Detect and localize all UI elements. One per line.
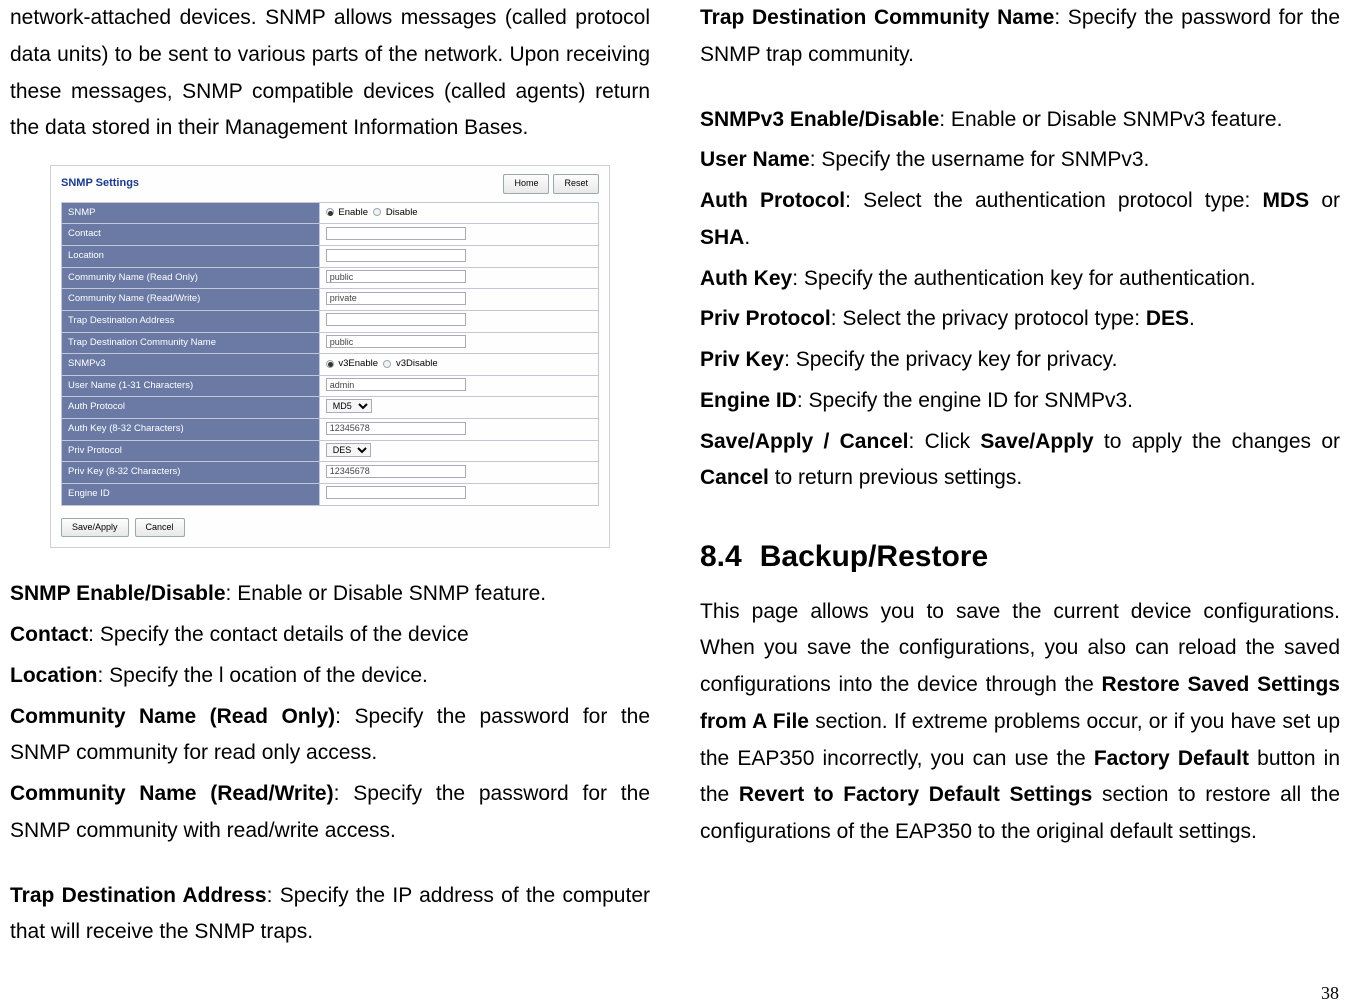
def-cn-rw: Community Name (Read/Write): Specify the…	[10, 776, 650, 850]
row-engine: Engine ID	[62, 483, 320, 505]
row-priv-proto: Priv Protocol	[62, 440, 320, 462]
save-apply-button[interactable]: Save/Apply	[61, 518, 129, 538]
trap-cn-input[interactable]	[326, 335, 466, 348]
row-cn-rw: Community Name (Read/Write)	[62, 289, 320, 311]
def-snmpv3-ed: SNMPv3 Enable/Disable: Enable or Disable…	[700, 102, 1340, 139]
def-auth-proto: Auth Protocol: Select the authentication…	[700, 183, 1340, 257]
row-trap-cn: Trap Destination Community Name	[62, 332, 320, 354]
snmp-table: SNMP Enable Disable Contact Location Com…	[61, 202, 599, 506]
priv-key-input[interactable]	[326, 465, 466, 478]
username-input[interactable]	[326, 378, 466, 391]
cn-ro-input[interactable]	[326, 270, 466, 283]
def-cn-ro: Community Name (Read Only): Specify the …	[10, 699, 650, 773]
right-column: Trap Destination Community Name: Specify…	[700, 0, 1340, 955]
def-engine-id: Engine ID: Specify the engine ID for SNM…	[700, 383, 1340, 420]
snmp-radio-cell[interactable]: Enable Disable	[319, 202, 598, 224]
home-button[interactable]: Home	[503, 174, 549, 194]
def-snmp-ed: SNMP Enable/Disable: Enable or Disable S…	[10, 576, 650, 613]
row-uname: User Name (1-31 Characters)	[62, 375, 320, 397]
row-priv-key: Priv Key (8-32 Characters)	[62, 462, 320, 484]
row-contact: Contact	[62, 224, 320, 246]
row-auth-key: Auth Key (8-32 Characters)	[62, 419, 320, 441]
row-cn-ro: Community Name (Read Only)	[62, 267, 320, 289]
def-trap-dest-addr: Trap Destination Address: Specify the IP…	[10, 878, 650, 952]
def-auth-key: Auth Key: Specify the authentication key…	[700, 261, 1340, 298]
section-title: Backup/Restore	[760, 540, 988, 573]
snmp-settings-thumbnail: SNMP Settings Home Reset SNMP Enable Dis…	[50, 165, 610, 548]
cn-rw-input[interactable]	[326, 292, 466, 305]
def-location: Location: Specify the l ocation of the d…	[10, 658, 650, 695]
cancel-button[interactable]: Cancel	[135, 518, 185, 538]
trap-addr-input[interactable]	[326, 313, 466, 326]
row-auth-proto: Auth Protocol	[62, 397, 320, 419]
row-snmpv3: SNMPv3	[62, 354, 320, 376]
row-trap-addr: Trap Destination Address	[62, 310, 320, 332]
def-username: User Name: Specify the username for SNMP…	[700, 142, 1340, 179]
def-priv-key: Priv Key: Specify the privacy key for pr…	[700, 342, 1340, 379]
def-save-apply-cancel: Save/Apply / Cancel: Click Save/Apply to…	[700, 424, 1340, 498]
auth-key-input[interactable]	[326, 422, 466, 435]
def-contact: Contact: Specify the contact details of …	[10, 617, 650, 654]
left-column: network-attached devices. SNMP allows me…	[10, 0, 650, 955]
snmpv3-radio-cell[interactable]: v3Enable v3Disable	[319, 354, 598, 376]
section-heading: 8.4 Backup/Restore	[700, 531, 1340, 584]
location-input[interactable]	[326, 249, 466, 262]
def-priv-proto: Priv Protocol: Select the privacy protoc…	[700, 301, 1340, 338]
page-number: 38	[1321, 983, 1339, 1004]
section-body: This page allows you to save the current…	[700, 594, 1340, 851]
row-location: Location	[62, 246, 320, 268]
reset-button[interactable]: Reset	[553, 174, 599, 194]
intro-paragraph: network-attached devices. SNMP allows me…	[10, 0, 650, 147]
thumb-title: SNMP Settings	[61, 174, 139, 193]
auth-proto-select[interactable]: MD5	[326, 399, 372, 413]
priv-proto-select[interactable]: DES	[326, 443, 371, 457]
contact-input[interactable]	[326, 227, 466, 240]
row-snmp: SNMP	[62, 202, 320, 224]
section-number: 8.4	[700, 540, 742, 573]
engine-id-input[interactable]	[326, 486, 466, 499]
def-trap-dest-cn: Trap Destination Community Name: Specify…	[700, 0, 1340, 74]
